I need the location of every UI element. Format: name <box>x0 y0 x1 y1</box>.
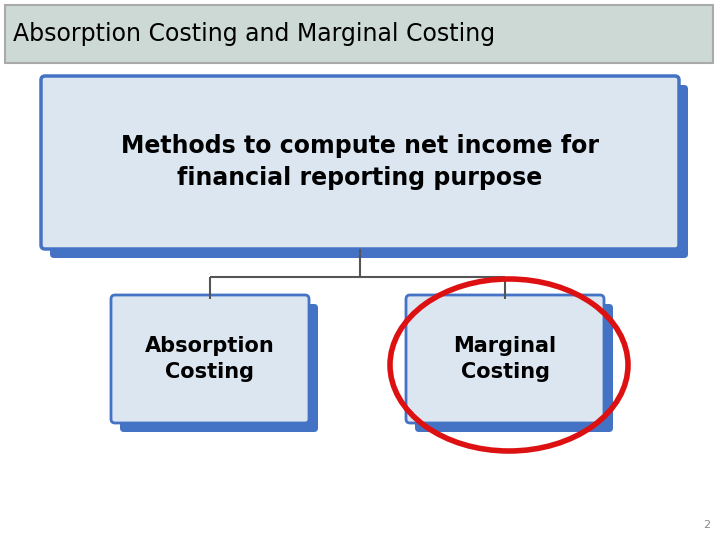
FancyBboxPatch shape <box>41 76 679 249</box>
Text: financial reporting purpose: financial reporting purpose <box>177 166 543 191</box>
Text: 2: 2 <box>703 520 710 530</box>
FancyBboxPatch shape <box>111 295 309 423</box>
Text: Methods to compute net income for: Methods to compute net income for <box>121 134 599 159</box>
Text: Costing: Costing <box>461 362 549 382</box>
FancyBboxPatch shape <box>406 295 604 423</box>
FancyBboxPatch shape <box>50 85 688 258</box>
FancyBboxPatch shape <box>415 304 613 432</box>
Text: Marginal: Marginal <box>454 336 557 356</box>
FancyBboxPatch shape <box>120 304 318 432</box>
FancyBboxPatch shape <box>5 5 713 63</box>
Text: Absorption Costing and Marginal Costing: Absorption Costing and Marginal Costing <box>13 22 495 46</box>
Text: Costing: Costing <box>166 362 254 382</box>
Text: Absorption: Absorption <box>145 336 275 356</box>
